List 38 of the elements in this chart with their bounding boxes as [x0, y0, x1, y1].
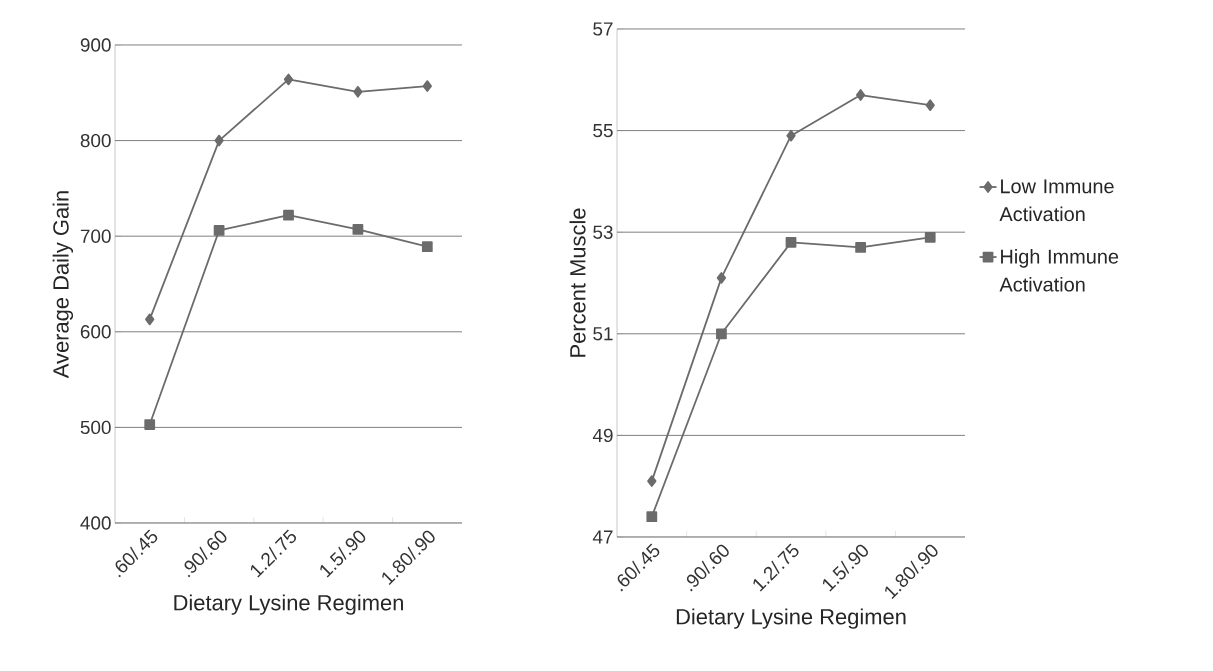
point [145, 313, 155, 326]
point [647, 475, 657, 487]
point [716, 328, 727, 340]
point [855, 242, 866, 253]
point [213, 225, 225, 236]
y-tick-label: 51 [593, 327, 613, 341]
legend-label: Low Immune Activation [999, 179, 1114, 222]
y-tick-label: 53 [593, 225, 613, 239]
point [353, 85, 363, 98]
x-axis-title: Dietary Lysine Regimen [676, 608, 906, 629]
y-axis-title: Percent Muscle [569, 208, 586, 357]
point [925, 99, 935, 112]
point [283, 73, 294, 86]
point [716, 272, 727, 284]
y-tick-label: 400 [80, 516, 111, 530]
point [924, 231, 936, 243]
point [283, 209, 294, 221]
point [422, 80, 432, 92]
x-axis-title: Dietary Lysine Regimen [174, 594, 403, 615]
legend-label: High Immune Activation [999, 249, 1119, 292]
y-tick-label: 49 [592, 428, 613, 443]
y-tick-label: 55 [593, 123, 613, 138]
y-tick-label: 600 [80, 325, 111, 339]
point [144, 419, 156, 430]
point [855, 89, 866, 101]
y-tick-label: 57 [593, 22, 613, 36]
point [421, 241, 433, 253]
point [646, 511, 658, 523]
y-tick-label: 900 [80, 38, 111, 52]
point [352, 224, 364, 235]
y-axis-title: Average Daily Gain [52, 191, 74, 379]
y-tick-label: 500 [80, 420, 111, 435]
point [214, 134, 224, 147]
y-tick-label: 800 [80, 133, 111, 148]
point [785, 236, 797, 248]
y-tick-label: 700 [80, 229, 111, 243]
y-tick-label: 47 [592, 530, 613, 544]
point [786, 129, 796, 142]
